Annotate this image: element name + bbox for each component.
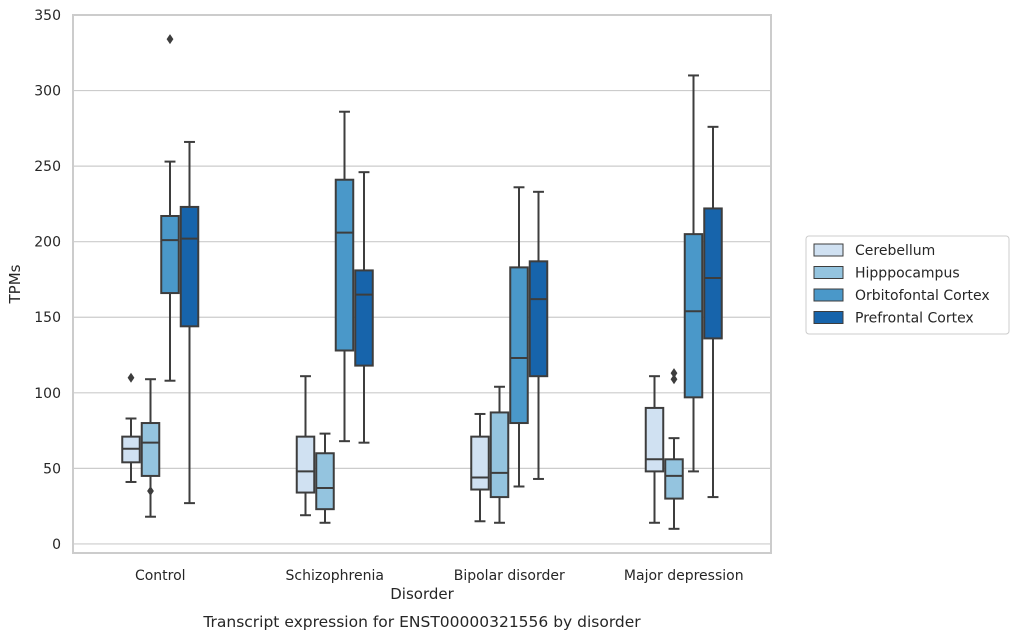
box-body [160,214,180,295]
box-group [354,171,374,444]
x-axis-label: Disorder [390,585,454,603]
box-body [664,458,684,500]
y-tick-label: 300 [34,84,61,100]
legend-entry-label: Orbitofontal Cortex [855,288,990,304]
box-body [528,260,549,378]
box-group [489,385,510,524]
box-body [489,411,510,499]
box-body [354,269,374,367]
legend-swatch [813,266,844,279]
box-group [509,186,529,488]
box-group [140,378,161,518]
box-group [528,190,549,480]
outlier-point [147,486,154,497]
x-tick-label: Major depression [624,568,744,584]
box-group [315,432,335,524]
chart-caption: Transcript expression for ENST0000032155… [202,613,641,631]
y-tick-label: 150 [34,310,61,326]
y-tick-label: 100 [34,386,61,402]
x-axis-ticks: Control Schizophrenia Bipolar disorder Majo… [135,568,744,584]
box-group [160,34,180,382]
legend-swatch [813,288,844,302]
outlier-point [166,34,174,45]
box-group [664,368,684,530]
x-tick-label: Schizophrenia [286,568,384,584]
outlier-point [670,368,678,379]
box-body [703,207,723,340]
box-group [683,74,704,473]
box-body [140,422,161,477]
box-group [334,110,355,443]
y-tick-label: 0 [52,537,61,553]
legend: Cerebellum Hipppocampus Orbitofontal Corte… [805,235,1010,335]
y-axis-label: TPMs [6,264,24,304]
legend-entry-label: Prefrontal Cortex [855,311,974,327]
outlier-point [127,372,135,383]
legend-entry-label: Cerebellum [855,243,935,259]
box-group [295,375,316,517]
box-group [470,412,490,523]
y-tick-label: 350 [34,8,61,24]
y-tick-label: 250 [34,159,61,175]
legend-entry-label: Hipppocampus [855,266,960,282]
box-group [644,375,665,524]
x-tick-label: Bipolar disorder [454,568,565,584]
y-axis-ticks: 0 50 100 150 200 250 300 350 [34,8,61,553]
y-tick-label: 50 [43,461,61,477]
box-body [315,452,335,511]
plot-area-frame [72,14,772,554]
box-body [644,406,665,473]
outlier-point [670,374,678,385]
box-group [703,125,723,499]
box-body [509,266,529,425]
box-body [683,233,704,399]
legend-swatch [813,243,844,257]
legend-swatch [813,311,844,324]
box-body [470,435,490,491]
y-tick-label: 200 [34,235,61,251]
box-body [295,435,316,494]
box-series [121,34,723,530]
box-group [121,372,141,483]
x-tick-label: Control [135,568,186,584]
box-group [179,140,200,505]
box-body [334,178,355,352]
legend-frame [805,235,1010,335]
box-body [179,205,200,328]
